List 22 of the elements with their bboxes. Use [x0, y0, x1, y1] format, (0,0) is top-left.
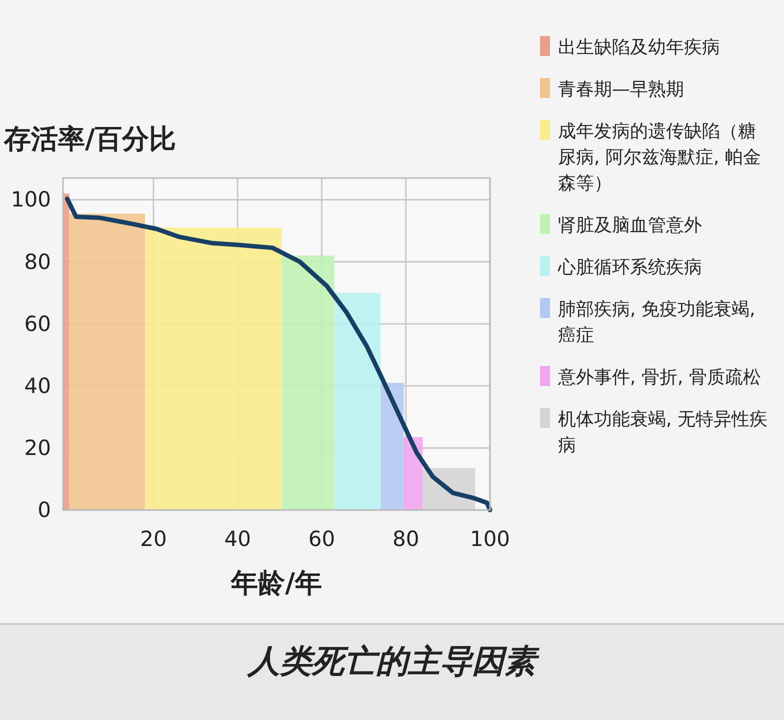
- legend-label: 肾脏及脑血管意外: [558, 215, 702, 236]
- x-tick-label: 40: [224, 527, 251, 551]
- legend-label: 青春期—早熟期: [558, 79, 684, 100]
- y-tick-label: 100: [10, 188, 51, 212]
- x-axis-title: 年龄/年: [230, 568, 322, 599]
- legend-label: 机体功能衰竭, 无特异性疾病: [558, 409, 768, 456]
- y-tick-label: 0: [38, 498, 51, 522]
- x-tick-label: 20: [140, 527, 167, 551]
- legend-label: 心脏循环系统疾病: [557, 257, 702, 278]
- x-tick-label: 100: [470, 527, 510, 551]
- x-tick-label: 80: [392, 527, 420, 551]
- y-axis-title: 存活率/百分比: [3, 124, 176, 155]
- legend-label: 成年发病的遗传缺陷（糖尿病, 阿尔兹海默症, 帕金森等）: [558, 121, 761, 194]
- y-tick-label: 60: [24, 312, 51, 336]
- y-tick-label: 40: [24, 374, 51, 398]
- y-tick-label: 80: [24, 250, 51, 274]
- text: 人类死亡的主导因素: [246, 642, 540, 680]
- legend-label: 意外事件, 骨折, 骨质疏松: [557, 367, 761, 388]
- legend-label: 出生缺陷及幼年疾病: [558, 37, 720, 58]
- legend-label: 肺部疾病, 免疫功能衰竭, 癌症: [558, 299, 761, 346]
- y-tick-label: 20: [24, 436, 51, 460]
- x-tick-label: 60: [308, 527, 336, 551]
